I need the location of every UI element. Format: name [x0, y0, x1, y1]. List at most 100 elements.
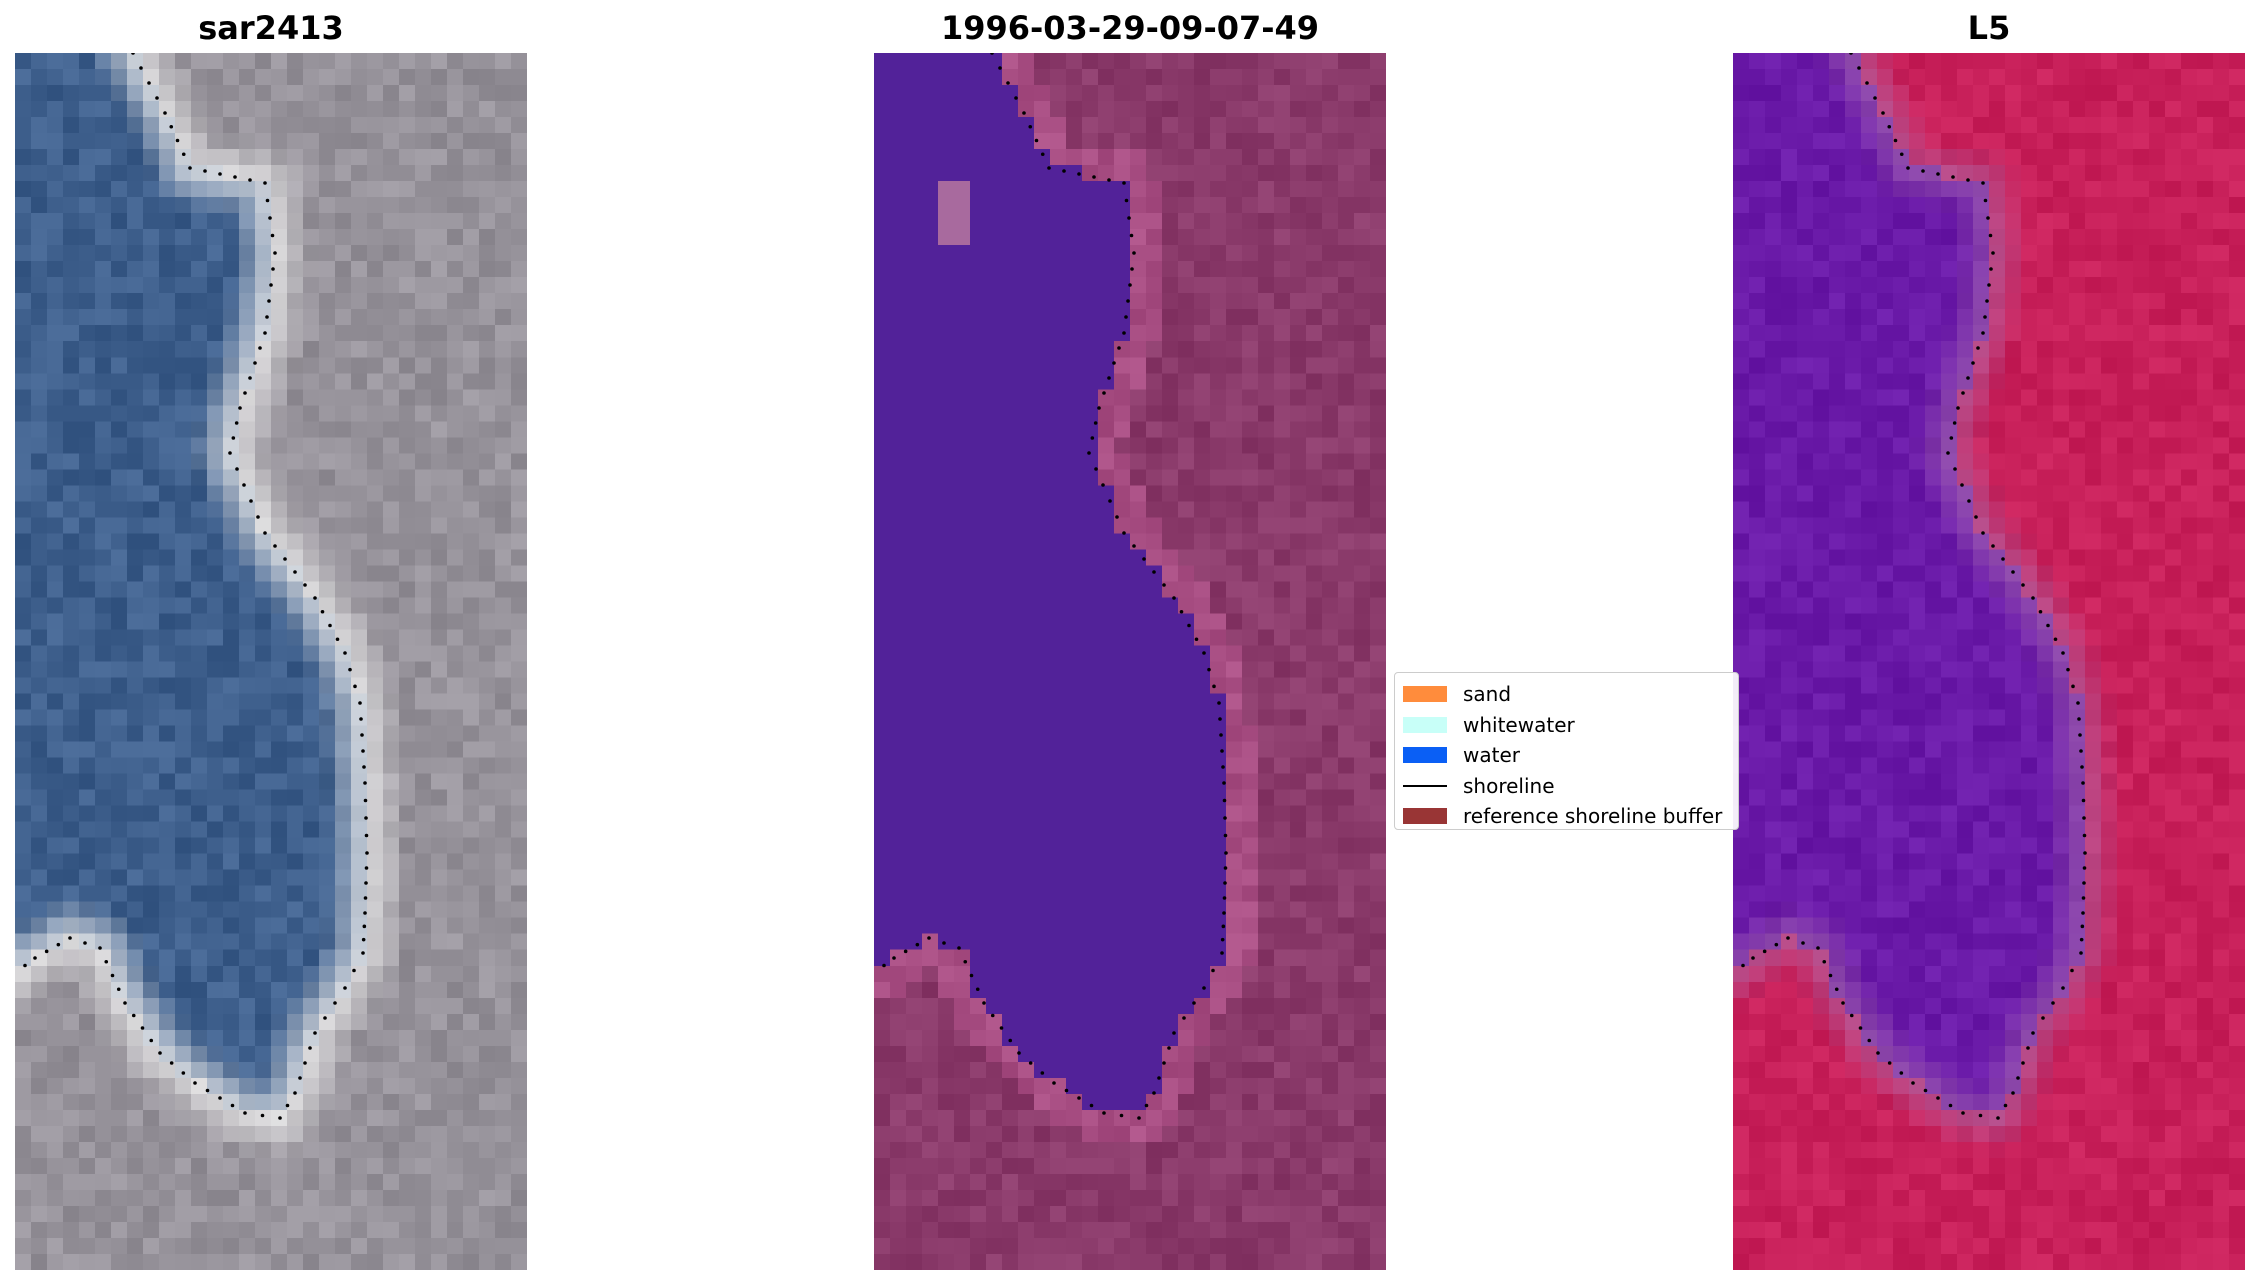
shoreline-dot [2011, 570, 2015, 574]
shoreline-dot [1989, 267, 1993, 271]
shoreline-dot [982, 1001, 986, 1005]
shoreline-dot [364, 881, 368, 885]
shoreline-dot [1194, 637, 1199, 642]
shoreline-dot [1137, 1116, 1141, 1120]
shoreline-dot [942, 941, 946, 945]
shoreline-dot [362, 924, 367, 929]
shoreline-dot [1978, 1113, 1983, 1118]
shoreline-dot [1162, 583, 1166, 587]
shoreline-dot [2082, 866, 2087, 870]
shoreline-dot [1211, 968, 1215, 973]
shoreline-dot [2081, 798, 2086, 803]
legend-swatch-sand [1403, 686, 1447, 703]
shoreline-dot [2026, 1046, 2030, 1050]
shoreline-dot [990, 53, 994, 55]
shoreline-dot [353, 684, 357, 689]
legend-label: reference shoreline buffer [1463, 804, 1723, 829]
shoreline-dot [1162, 1061, 1166, 1065]
shoreline-dot [1991, 251, 1995, 255]
shoreline-dot [1966, 376, 1970, 380]
shoreline-dot [2031, 1031, 2035, 1035]
shoreline-dot [1052, 1081, 1056, 1085]
shoreline-dot [361, 951, 365, 955]
shoreline-dot [1985, 299, 1989, 303]
shoreline-dot [293, 1091, 297, 1095]
shoreline-dot [298, 1076, 302, 1080]
shoreline-dot [263, 531, 267, 535]
shoreline-dot [1077, 1096, 1081, 1100]
shoreline-dot [33, 956, 37, 960]
shoreline-dot [169, 124, 174, 129]
shoreline-dot [1182, 1016, 1186, 1020]
shoreline-dot [2079, 951, 2083, 955]
shoreline-overlay [1741, 53, 2087, 1120]
shoreline-dot [1876, 1051, 1880, 1055]
shoreline-dot [1028, 124, 1033, 129]
shoreline-dot [149, 1038, 154, 1043]
shoreline-dot [361, 937, 366, 942]
shoreline-dot [1858, 1026, 1863, 1030]
shoreline-dot [1028, 1061, 1033, 1065]
shoreline-dot [293, 570, 297, 574]
shoreline-dot [1991, 544, 1995, 548]
shoreline-dot [1899, 152, 1904, 157]
shoreline-dot [1040, 1071, 1045, 1075]
shoreline-dot [1157, 1076, 1161, 1080]
shoreline-dot [2082, 816, 2086, 820]
shoreline-dot [2082, 881, 2086, 885]
shoreline-dot [231, 436, 236, 440]
shoreline-dot [1967, 499, 1971, 503]
shoreline-dot [270, 233, 275, 238]
shoreline-dot [1132, 251, 1136, 255]
shoreline-dot [233, 175, 237, 179]
legend-item-whitewater: whitewater [1395, 710, 1738, 741]
shoreline-dot [303, 1061, 307, 1065]
shoreline-dot [358, 701, 362, 705]
shoreline-dot [269, 283, 273, 287]
shoreline-dot [1124, 315, 1128, 319]
legend-item-sand: sand [1395, 679, 1738, 710]
shoreline-dot [1873, 96, 1877, 100]
shoreline-dot [2070, 968, 2074, 973]
shoreline-dot [2038, 609, 2043, 614]
rgb-image-panel [15, 53, 527, 1270]
rgb-image [15, 53, 527, 1270]
shoreline-dot [1961, 391, 1965, 395]
shoreline-dot [104, 959, 109, 964]
shoreline-dot [2071, 684, 2075, 689]
shoreline-dot [1220, 937, 1225, 942]
shoreline-dot [249, 499, 253, 503]
shoreline-dot [999, 1026, 1004, 1030]
shoreline-dot [175, 138, 180, 143]
shoreline-dot [957, 946, 961, 950]
shoreline-dot [1129, 233, 1134, 238]
legend-item-reference-buffer: reference shoreline buffer [1395, 801, 1738, 832]
shoreline-dot [131, 53, 135, 55]
shoreline-dot [260, 1113, 265, 1118]
shoreline-dot [1152, 1091, 1156, 1095]
shoreline-dot [2021, 1061, 2025, 1065]
shoreline-dot [1762, 949, 1767, 954]
shoreline-dot [283, 557, 287, 561]
shoreline-dot [1956, 406, 1960, 410]
shoreline-dot [1222, 911, 1226, 915]
shoreline-dot [1774, 942, 1779, 947]
shoreline-dot [313, 596, 317, 600]
index-image [1733, 53, 2245, 1270]
shoreline-dot [44, 949, 49, 954]
shoreline-dot [1101, 483, 1105, 487]
shoreline-dot [98, 946, 102, 950]
shoreline-dot [1786, 936, 1790, 940]
shoreline-dot [2011, 1091, 2015, 1095]
shoreline-dot [181, 152, 186, 157]
shoreline-dot [1207, 667, 1211, 672]
shoreline-dot [258, 346, 262, 350]
shoreline-dot [1087, 451, 1091, 455]
shoreline-dot [1983, 315, 1987, 319]
shoreline-dot [1223, 833, 1228, 838]
shoreline-dot [1187, 623, 1191, 628]
shoreline-dot [238, 406, 242, 410]
shoreline-dot [2001, 557, 2005, 561]
shoreline-dot [1976, 346, 1980, 350]
shoreline-dot [1064, 1088, 1069, 1093]
